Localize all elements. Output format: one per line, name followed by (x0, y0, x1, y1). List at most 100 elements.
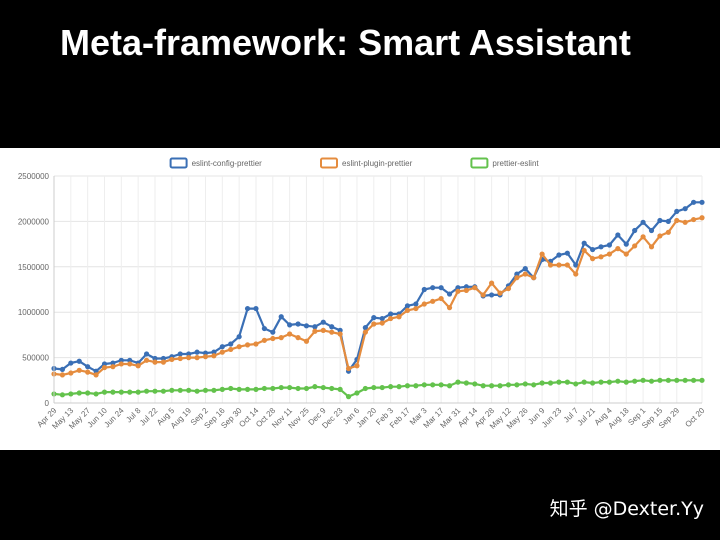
data-point-eslint-config-prettier (463, 284, 469, 290)
data-point-prettier-eslint (177, 387, 183, 393)
data-point-eslint-plugin-prettier (143, 357, 150, 363)
data-point-eslint-config-prettier (682, 206, 688, 212)
data-point-eslint-plugin-prettier (472, 285, 478, 291)
data-point-prettier-eslint (101, 389, 108, 395)
x-tick-label: Jan 20 (355, 406, 379, 430)
legend-label: eslint-config-prettier (192, 159, 263, 168)
y-tick-label: 2500000 (18, 172, 50, 181)
data-point-eslint-config-prettier (236, 334, 242, 340)
data-point-eslint-plugin-prettier (674, 217, 680, 224)
data-point-prettier-eslint (640, 377, 646, 383)
data-point-eslint-config-prettier (564, 250, 570, 256)
data-point-eslint-plugin-prettier (598, 254, 604, 260)
data-point-prettier-eslint (68, 391, 74, 397)
data-point-prettier-eslint (202, 387, 209, 393)
data-point-eslint-plugin-prettier (657, 233, 663, 239)
data-point-prettier-eslint (295, 385, 301, 392)
data-point-eslint-plugin-prettier (606, 251, 613, 257)
data-point-eslint-plugin-prettier (303, 338, 310, 344)
data-point-eslint-config-prettier (127, 357, 133, 363)
data-point-eslint-config-prettier (598, 244, 604, 250)
series-line-prettier-eslint (53, 379, 702, 398)
legend-label: prettier-eslint (492, 159, 539, 168)
data-point-eslint-config-prettier (270, 329, 276, 335)
data-point-eslint-plugin-prettier (396, 314, 402, 320)
data-point-eslint-config-prettier (640, 219, 646, 225)
legend-item-eslint-config-prettier[interactable]: eslint-config-prettier (169, 157, 263, 169)
data-point-eslint-config-prettier (648, 227, 655, 234)
data-point-eslint-config-prettier (404, 303, 411, 309)
data-point-eslint-plugin-prettier (438, 295, 444, 302)
data-point-prettier-eslint (329, 385, 335, 392)
data-point-eslint-plugin-prettier (345, 365, 352, 372)
data-point-eslint-plugin-prettier (682, 219, 688, 225)
watermark: 知乎 @Dexter.Yy (549, 498, 704, 520)
data-point-eslint-plugin-prettier (480, 292, 486, 298)
x-tick-label: Jun 24 (102, 406, 126, 430)
data-point-eslint-plugin-prettier (169, 356, 175, 363)
data-point-eslint-config-prettier (690, 199, 697, 205)
data-point-eslint-plugin-prettier (160, 359, 167, 365)
data-point-eslint-config-prettier (632, 227, 638, 234)
data-point-eslint-plugin-prettier (261, 337, 267, 343)
data-point-eslint-plugin-prettier (564, 262, 570, 268)
data-point-eslint-plugin-prettier (690, 216, 697, 223)
legend-label: eslint-plugin-prettier (342, 159, 413, 168)
data-point-eslint-config-prettier (110, 360, 116, 366)
data-point-eslint-config-prettier (455, 285, 461, 291)
legend-item-prettier-eslint[interactable]: prettier-eslint (470, 157, 539, 169)
data-point-eslint-plugin-prettier (194, 355, 200, 361)
data-point-prettier-eslint (152, 388, 158, 394)
data-point-eslint-plugin-prettier (665, 229, 671, 235)
data-point-eslint-config-prettier (362, 325, 368, 331)
data-point-eslint-plugin-prettier (76, 367, 82, 373)
data-point-eslint-config-prettier (556, 252, 562, 258)
data-point-eslint-config-prettier (219, 344, 225, 350)
data-point-eslint-config-prettier (101, 361, 108, 367)
series-line-eslint-plugin-prettier (53, 216, 703, 376)
data-point-prettier-eslint (556, 379, 562, 385)
data-point-eslint-plugin-prettier (497, 290, 503, 296)
data-point-eslint-config-prettier (514, 271, 520, 277)
data-point-eslint-plugin-prettier (228, 346, 234, 353)
data-point-eslint-config-prettier (287, 322, 293, 328)
y-tick-label: 0 (45, 399, 50, 408)
legend-swatch (169, 157, 188, 169)
legend-swatch (470, 157, 489, 169)
data-point-eslint-plugin-prettier (648, 244, 655, 250)
data-point-eslint-config-prettier (699, 199, 705, 205)
data-point-eslint-plugin-prettier (539, 251, 545, 257)
data-point-prettier-eslint (345, 394, 352, 400)
data-point-prettier-eslint (430, 382, 436, 388)
data-point-eslint-plugin-prettier (522, 271, 528, 277)
data-point-prettier-eslint (598, 379, 604, 385)
data-point-eslint-config-prettier (430, 285, 436, 291)
data-point-eslint-config-prettier (76, 358, 82, 364)
data-point-eslint-config-prettier (68, 360, 74, 366)
data-point-eslint-plugin-prettier (211, 353, 217, 359)
data-point-eslint-plugin-prettier (514, 275, 520, 281)
data-point-eslint-plugin-prettier (354, 363, 360, 369)
data-point-eslint-plugin-prettier (244, 342, 251, 348)
data-point-prettier-eslint (438, 382, 444, 388)
data-point-eslint-config-prettier (244, 305, 251, 312)
data-point-eslint-plugin-prettier (388, 315, 394, 322)
data-point-prettier-eslint (354, 390, 360, 396)
data-point-eslint-config-prettier (278, 314, 284, 320)
data-point-prettier-eslint (522, 381, 528, 387)
data-point-prettier-eslint (648, 378, 655, 384)
chart-panel: 0 500000 1000000 1500000 2000000 2500000 Apr 2… (0, 148, 720, 450)
data-point-eslint-plugin-prettier (118, 361, 124, 367)
y-tick-label: 1500000 (18, 263, 50, 272)
data-point-eslint-plugin-prettier (177, 355, 183, 362)
data-point-prettier-eslint (690, 377, 697, 383)
legend-item-eslint-plugin-prettier[interactable]: eslint-plugin-prettier (320, 157, 413, 169)
data-point-prettier-eslint (93, 391, 99, 397)
data-point-eslint-plugin-prettier (531, 275, 537, 281)
data-point-eslint-config-prettier (657, 217, 663, 224)
data-point-prettier-eslint (699, 377, 705, 383)
data-point-eslint-plugin-prettier (573, 271, 579, 277)
chart-legend[interactable]: eslint-config-prettier eslint-plugin-pret… (169, 157, 540, 169)
data-point-prettier-eslint (413, 383, 419, 389)
